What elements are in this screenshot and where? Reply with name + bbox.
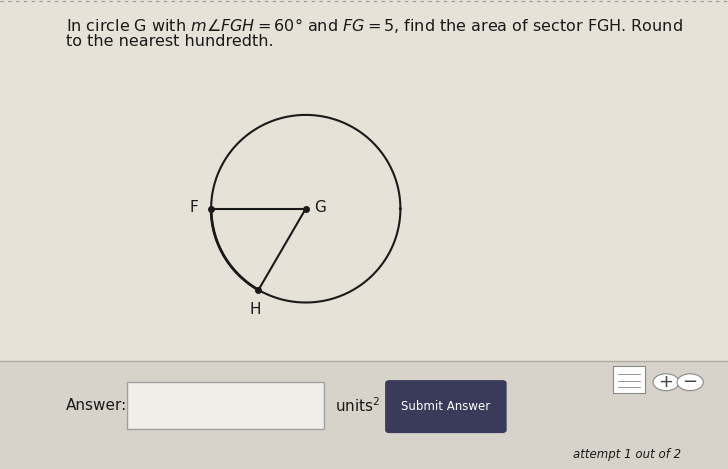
Text: units$^2$: units$^2$ — [335, 396, 380, 415]
Text: F: F — [189, 200, 198, 215]
FancyBboxPatch shape — [127, 382, 324, 429]
FancyBboxPatch shape — [0, 120, 728, 361]
Text: to the nearest hundredth.: to the nearest hundredth. — [66, 34, 273, 49]
FancyBboxPatch shape — [613, 366, 645, 393]
FancyBboxPatch shape — [0, 0, 728, 120]
Text: −: − — [683, 373, 697, 391]
Text: Answer:: Answer: — [66, 398, 127, 413]
Circle shape — [677, 374, 703, 391]
Text: In circle G with $m\angle FGH = 60°$ and $FG = 5$, find the area of sector FGH. : In circle G with $m\angle FGH = 60°$ and… — [66, 16, 682, 36]
Text: +: + — [659, 373, 673, 391]
Text: H: H — [249, 302, 261, 317]
Text: attempt 1 out of 2: attempt 1 out of 2 — [572, 447, 681, 461]
Circle shape — [653, 374, 679, 391]
FancyBboxPatch shape — [0, 361, 728, 469]
Text: Submit Answer: Submit Answer — [401, 400, 491, 413]
FancyBboxPatch shape — [386, 381, 506, 432]
Text: G: G — [314, 200, 326, 215]
